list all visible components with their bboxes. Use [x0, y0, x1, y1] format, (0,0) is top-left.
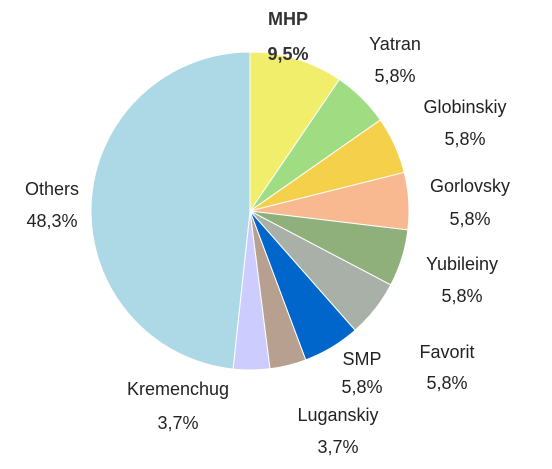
- slice-value: 9,5%: [267, 44, 308, 64]
- slice-label: Kremenchug: [127, 379, 229, 399]
- slice-label: Others: [25, 179, 79, 199]
- pie-slice: [249, 51, 341, 213]
- slice-value: 3,7%: [317, 437, 358, 457]
- pie-slice: [90, 51, 251, 370]
- slice-value: 5,8%: [374, 66, 415, 86]
- slice-label: MHP: [268, 9, 308, 29]
- slice-value: 5,8%: [426, 373, 467, 393]
- slice-value: 5,8%: [341, 377, 382, 397]
- slice-label: Yatran: [369, 34, 421, 54]
- slice-label: Favorit: [419, 342, 474, 362]
- slice-value: 5,8%: [444, 129, 485, 149]
- slice-value: 48,3%: [26, 211, 77, 231]
- slice-label: Luganskiy: [297, 405, 378, 425]
- slice-value: 5,8%: [441, 286, 482, 306]
- slice-label: Yubileiny: [426, 254, 498, 274]
- slice-label: Gorlovsky: [430, 176, 510, 196]
- slice-value: 3,7%: [157, 413, 198, 433]
- slice-label: SMP: [342, 349, 381, 369]
- slice-value: 5,8%: [449, 209, 490, 229]
- slice-label: Globinskiy: [423, 97, 506, 117]
